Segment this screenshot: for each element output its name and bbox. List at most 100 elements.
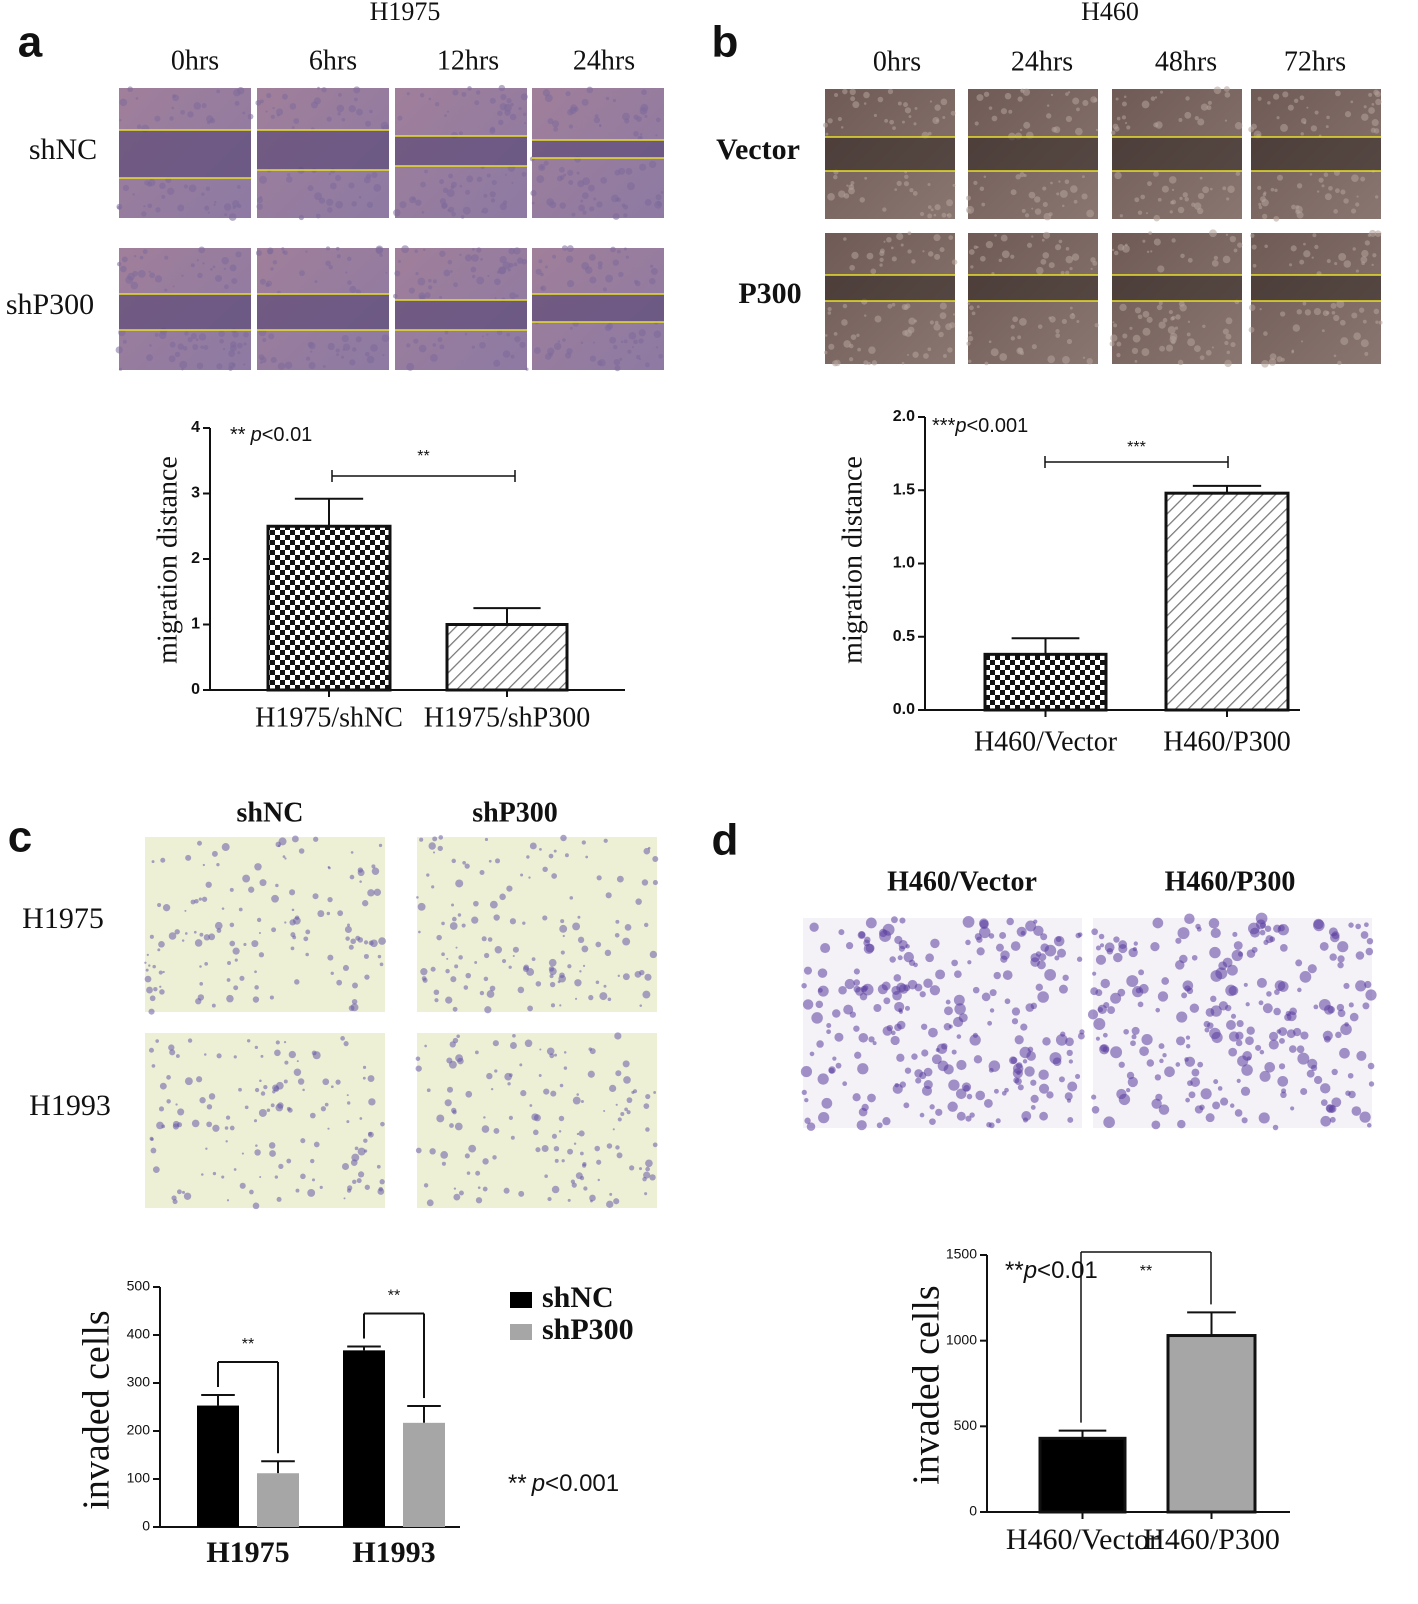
cell [838,190,846,198]
cell [902,120,905,124]
cell [902,330,908,336]
cell [204,962,209,966]
cell [325,246,331,251]
cell [393,209,401,217]
cell [908,115,912,119]
cell [553,1145,560,1152]
cell [167,187,175,195]
cell [574,979,582,987]
cell [148,270,151,273]
cell [149,272,155,279]
scratch [257,130,389,170]
cell [1374,230,1382,238]
cell-line: H460 [1081,0,1139,26]
timepoint: 0hrs [873,46,921,77]
cell [569,896,574,900]
cell [643,1103,650,1109]
cell [1363,105,1367,109]
cell [324,1102,329,1107]
cell [229,922,235,928]
annotation-part: p [250,424,262,446]
cell [423,248,426,252]
cell [201,896,208,902]
cell [1259,1070,1271,1082]
cell [512,1033,516,1038]
cell [512,946,519,953]
cell [1184,111,1192,119]
cell [305,952,309,957]
cell [452,1006,458,1012]
cell [459,131,463,136]
cell [828,343,835,350]
cell [232,205,236,209]
cell [568,179,574,185]
cell [610,246,616,253]
cell [419,93,425,98]
cell [1069,306,1073,310]
cell [557,980,561,984]
cell [275,1040,280,1045]
cell [335,348,340,353]
cell [983,91,990,97]
cell [580,1099,584,1103]
cell [617,1117,622,1122]
cell [1177,359,1184,366]
cell [202,863,205,867]
scratch [1251,275,1381,301]
cell [1300,1087,1308,1096]
cell [326,116,332,122]
cell [889,119,895,125]
cell [615,1070,622,1077]
cell [272,260,278,265]
cell [656,201,662,207]
cell [907,326,915,334]
cell [502,261,511,270]
cell [243,942,247,947]
cell [563,173,567,177]
cell [603,984,607,988]
legend-swatch [510,1324,532,1340]
cell [479,341,486,349]
cell [939,302,947,310]
cell [283,1040,287,1044]
cell [1103,1116,1115,1129]
cell [551,873,558,879]
y-tick-label: 500 [954,1417,978,1433]
cell [639,133,643,136]
cell [1226,197,1230,201]
cell [305,929,311,935]
micrograph [255,86,390,221]
cell [322,1078,330,1086]
cell [1161,977,1170,985]
cell [130,281,139,290]
cell [364,1149,368,1153]
cell [314,192,322,201]
cell [864,176,868,180]
cell [1065,255,1074,264]
cell [1258,202,1262,206]
cell [1226,964,1238,976]
cell [487,937,493,942]
cell [596,201,603,208]
cell [270,114,275,119]
cell [1366,1123,1372,1128]
column-label: H460/Vector [887,866,1037,897]
cell [588,994,594,1001]
cell [1289,1007,1297,1016]
cell [229,887,234,892]
cell [570,104,578,112]
cell [962,915,975,928]
cell [903,951,915,963]
cell [513,262,518,267]
cell [1140,194,1146,200]
cell [1057,948,1067,958]
cell [1367,1062,1375,1070]
cell [246,1039,251,1043]
cell [1226,1020,1236,1030]
cell [426,1088,431,1093]
cell [206,1104,213,1110]
cell [225,1115,231,1120]
cell [228,213,237,221]
cell [205,186,211,191]
annotation-part: ** [230,424,246,446]
